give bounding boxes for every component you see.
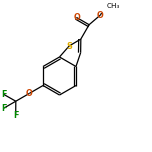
Text: F: F xyxy=(13,111,18,120)
Text: CH₃: CH₃ xyxy=(106,3,120,9)
Text: O: O xyxy=(97,10,104,19)
Text: O: O xyxy=(74,13,80,22)
Text: S: S xyxy=(66,41,72,51)
Text: F: F xyxy=(1,90,6,99)
Text: O: O xyxy=(26,89,33,98)
Text: F: F xyxy=(1,104,6,113)
